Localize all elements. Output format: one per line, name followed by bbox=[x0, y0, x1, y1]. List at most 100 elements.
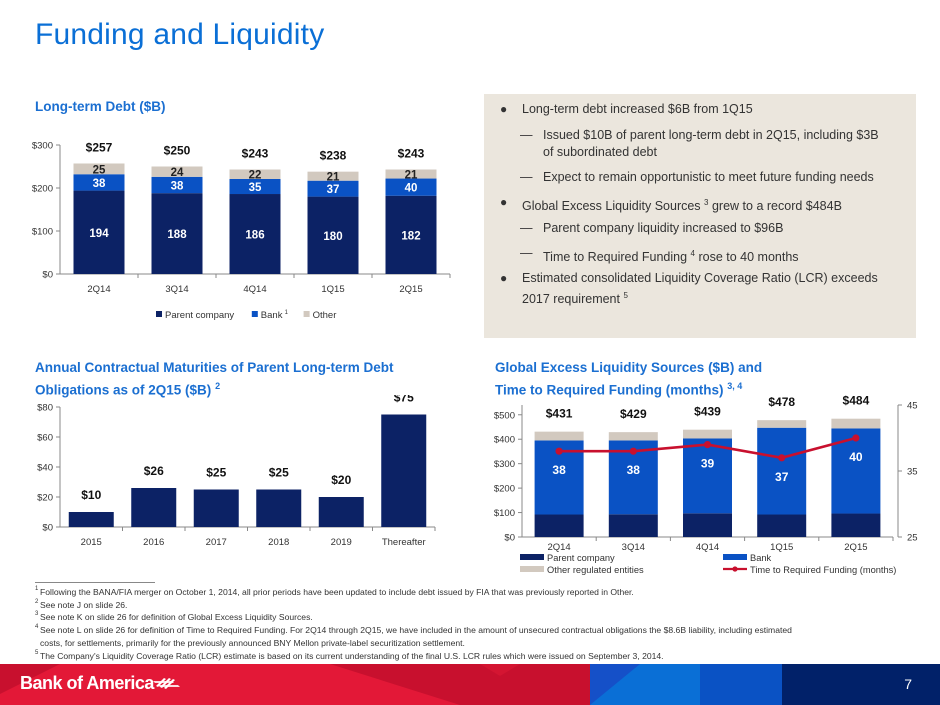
bar bbox=[318, 497, 364, 527]
x-tick-label: 4Q14 bbox=[243, 284, 266, 295]
footnote-text: See note J on slide 26. bbox=[40, 599, 128, 610]
legend-swatch bbox=[251, 311, 258, 317]
total-label: $431 bbox=[546, 407, 573, 421]
bullet-1-2: — Expect to remain opportunistic to meet… bbox=[520, 169, 874, 186]
bullet-text: Global Excess Liquidity Sources bbox=[522, 199, 701, 214]
segment-value-label: 188 bbox=[167, 229, 187, 241]
bar-segment-other-regulated-entities bbox=[831, 418, 881, 429]
y2-tick-label: 45 bbox=[907, 401, 918, 412]
bar-segment-other bbox=[73, 163, 125, 175]
bar-segment-other bbox=[307, 171, 359, 181]
line-point bbox=[703, 441, 712, 449]
bullet-dot-icon: ● bbox=[500, 271, 508, 285]
bullet-text: Expect to remain opportunistic to meet f… bbox=[543, 170, 874, 184]
segment-value-label: 186 bbox=[245, 230, 264, 242]
y-tick-label: $0 bbox=[504, 533, 515, 544]
bar-segment-parent-company bbox=[73, 190, 125, 274]
legend-label: Other bbox=[313, 310, 337, 321]
bullet-dot-icon: ● bbox=[500, 102, 508, 116]
legend-label: Parent company bbox=[165, 310, 234, 321]
bar-value-label: $10 bbox=[81, 488, 101, 502]
line-point bbox=[555, 447, 563, 455]
footnote-1: 1 Following the BANA/FIA merger on Octobe… bbox=[35, 586, 915, 599]
footnote-text: The Company's Liquidity Coverage Ratio (… bbox=[40, 650, 664, 661]
line-point bbox=[629, 447, 637, 455]
footer-background bbox=[0, 664, 940, 705]
x-tick-label: 1Q15 bbox=[321, 284, 344, 295]
bar-segment-other-regulated-entities bbox=[534, 431, 584, 441]
y-tick-label: $80 bbox=[37, 403, 53, 414]
brand-logo-text: Bank of America bbox=[20, 673, 154, 693]
liquidity-chart: $0 $100 $200 $300 $400 $500 25 35 45 $431 2Q14 $429… bbox=[494, 395, 918, 575]
bar-segment-parent-company bbox=[831, 513, 881, 537]
y-tick-label: $100 bbox=[32, 227, 53, 238]
bar-segment-bank bbox=[757, 427, 807, 515]
bullet-text: Time to Required Funding bbox=[543, 250, 688, 265]
bullet-2: ● Global Excess Liquidity Sources 3 grew… bbox=[500, 194, 842, 215]
bar-segment-bank bbox=[229, 178, 281, 195]
bar-segment-parent-company bbox=[608, 514, 658, 537]
bullet-1: ● Long-term debt increased $6B from 1Q15 bbox=[500, 101, 753, 118]
maturities-title-line2: Obligations as of 2Q15 ($B) bbox=[35, 382, 212, 398]
bar bbox=[381, 414, 427, 527]
x-tick-label: 2Q14 bbox=[87, 284, 110, 295]
x-tick-label: Thereafter bbox=[382, 537, 426, 548]
bar-value-label: $26 bbox=[144, 464, 164, 478]
x-tick-label: 2015 bbox=[81, 537, 102, 548]
bar-value-label: $20 bbox=[331, 473, 351, 487]
bar-segment-other-regulated-entities bbox=[757, 420, 807, 428]
line-value-label: 39 bbox=[701, 457, 715, 471]
long-term-debt-chart: $0$100$200$3001943825$2572Q141883824$250… bbox=[32, 140, 451, 321]
y-tick-label: $0 bbox=[42, 523, 53, 534]
segment-value-label: 40 bbox=[405, 183, 418, 195]
line-value-label: 38 bbox=[552, 463, 566, 477]
bullet-dot-icon: ● bbox=[500, 195, 508, 209]
y-tick-label: $20 bbox=[37, 493, 53, 504]
liquidity-title-line1: Global Excess Liquidity Sources ($B) and bbox=[495, 360, 763, 375]
x-tick-label: 2Q15 bbox=[399, 284, 422, 295]
bullet-text: Issued $10B of parent long-term debt in … bbox=[543, 128, 879, 142]
y-tick-label: $200 bbox=[32, 184, 53, 195]
x-tick-label: 3Q14 bbox=[165, 284, 188, 295]
footnote-num: 1 bbox=[35, 586, 39, 592]
footnote-text: See note K on slide 26 for definition of… bbox=[40, 612, 313, 623]
maturities-chart: $0 $20 $40 $60 $80 $10 2015 $26 2016 $25 2017 $25 20… bbox=[37, 395, 436, 548]
x-tick-label: 2Q14 bbox=[547, 542, 570, 553]
bar-segment-other bbox=[385, 169, 437, 179]
bullet-text: Long-term debt increased $6B from 1Q15 bbox=[522, 102, 753, 116]
footnote-ref: 5 bbox=[623, 291, 628, 300]
footnote-num: 3 bbox=[35, 611, 39, 618]
total-label: $250 bbox=[164, 144, 191, 158]
x-tick-label: 2018 bbox=[268, 537, 289, 548]
dash-icon: — bbox=[520, 246, 533, 260]
x-tick-label: 2017 bbox=[206, 537, 227, 548]
segment-value-label: 24 bbox=[171, 167, 184, 179]
bar-segment-parent-company bbox=[683, 513, 732, 537]
footnotes: 1 Following the BANA/FIA merger on Octobe… bbox=[35, 586, 915, 662]
y-tick-label: $60 bbox=[37, 433, 53, 444]
long-term-debt-title: Long-term Debt ($B) bbox=[35, 99, 166, 114]
legend-swatch bbox=[723, 554, 747, 560]
dash-icon: — bbox=[520, 221, 533, 235]
bar-segment-other bbox=[151, 166, 203, 177]
x-tick-label: 1Q15 bbox=[770, 542, 793, 553]
bar-value-label: $25 bbox=[269, 466, 289, 480]
total-label: $478 bbox=[768, 395, 795, 409]
legend-swatch bbox=[520, 554, 544, 560]
footnote-text-cont: costs, for settlements, primarily for th… bbox=[40, 637, 465, 648]
maturities-title-line1: Annual Contractual Maturities of Parent … bbox=[35, 360, 394, 375]
segment-value-label: 37 bbox=[327, 184, 340, 196]
segment-value-label: 25 bbox=[93, 164, 106, 176]
bullet-text-after: grew to a record $484B bbox=[711, 199, 842, 214]
footnote-divider bbox=[35, 582, 155, 583]
bar-segment-parent-company bbox=[534, 514, 584, 537]
y-tick-label: $300 bbox=[494, 459, 515, 470]
y-tick-label: $40 bbox=[37, 463, 53, 474]
bar-value-label: $25 bbox=[206, 466, 226, 480]
line-point bbox=[852, 434, 860, 442]
y2-tick-label: 25 bbox=[907, 533, 918, 544]
x-tick-label: 4Q14 bbox=[696, 542, 719, 553]
line-point bbox=[778, 454, 786, 462]
total-label: $243 bbox=[398, 147, 425, 161]
line-value-label: 38 bbox=[627, 463, 641, 477]
